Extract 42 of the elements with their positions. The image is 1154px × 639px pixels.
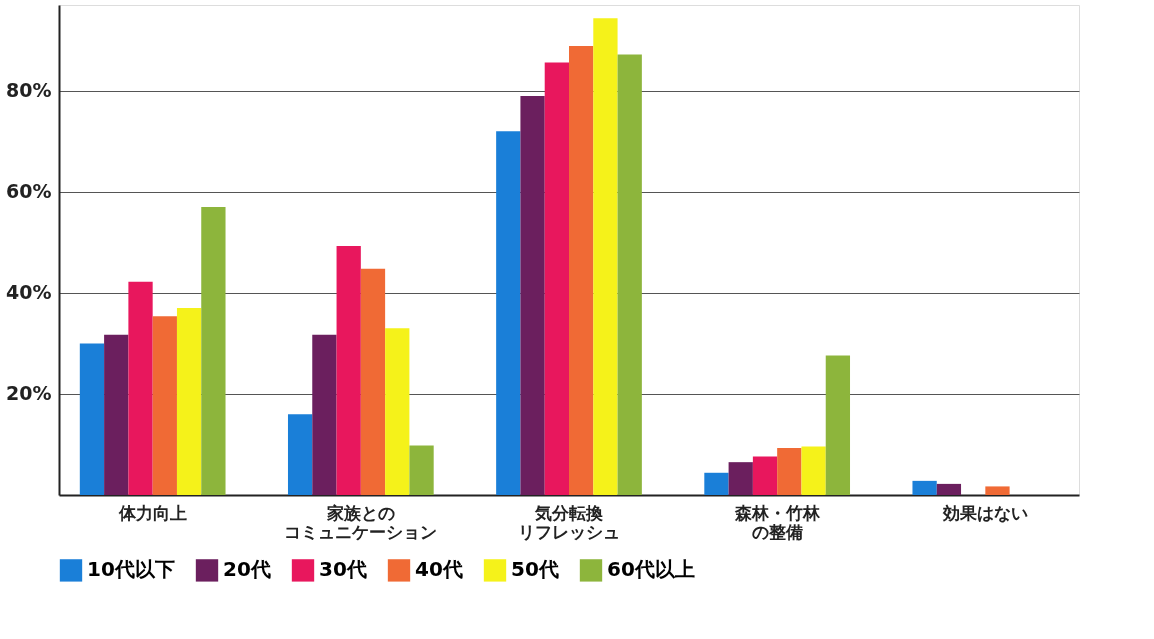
legend-label: 10代以下	[87, 557, 175, 582]
bar	[569, 45, 594, 495]
x-tick-label: 森林・竹林の整備	[733, 502, 821, 542]
bar	[520, 95, 545, 495]
bar	[201, 207, 226, 495]
x-tick-label: 体力向上	[117, 502, 187, 523]
bar	[287, 414, 313, 495]
y-tick-label: 20%	[6, 382, 52, 405]
bar	[912, 480, 937, 495]
bar	[544, 62, 569, 495]
bar	[385, 328, 410, 495]
bar	[777, 448, 802, 495]
bar	[801, 446, 826, 495]
y-tick-label: 80%	[6, 79, 52, 102]
bar	[360, 268, 386, 495]
bar	[752, 456, 778, 495]
bar	[128, 281, 153, 495]
y-tick-label: 40%	[6, 281, 52, 304]
bar	[593, 18, 618, 495]
legend-label: 50代	[511, 557, 559, 582]
legend-label: 20代	[223, 557, 271, 582]
x-tick-label: 家族とのコミュニケーション	[284, 502, 438, 542]
legend-label: 60代以上	[607, 557, 695, 582]
y-tick-label: 60%	[6, 180, 52, 203]
bar	[336, 245, 361, 495]
legend-label: 30代	[319, 557, 367, 582]
bar	[704, 472, 729, 495]
bar	[312, 334, 337, 495]
bar	[617, 54, 642, 495]
x-tick-label: 気分転換リフレッシュ	[518, 502, 620, 542]
bar	[176, 308, 202, 495]
bar	[825, 355, 851, 495]
bar	[152, 316, 177, 495]
bar	[985, 486, 1010, 495]
bar	[728, 462, 753, 495]
x-tick-label: 効果はない	[941, 502, 1028, 523]
bar	[104, 334, 129, 495]
bar	[496, 131, 521, 495]
legend-label: 40代	[415, 557, 463, 582]
bar	[936, 483, 962, 495]
bar	[409, 445, 434, 495]
bar	[79, 343, 105, 495]
